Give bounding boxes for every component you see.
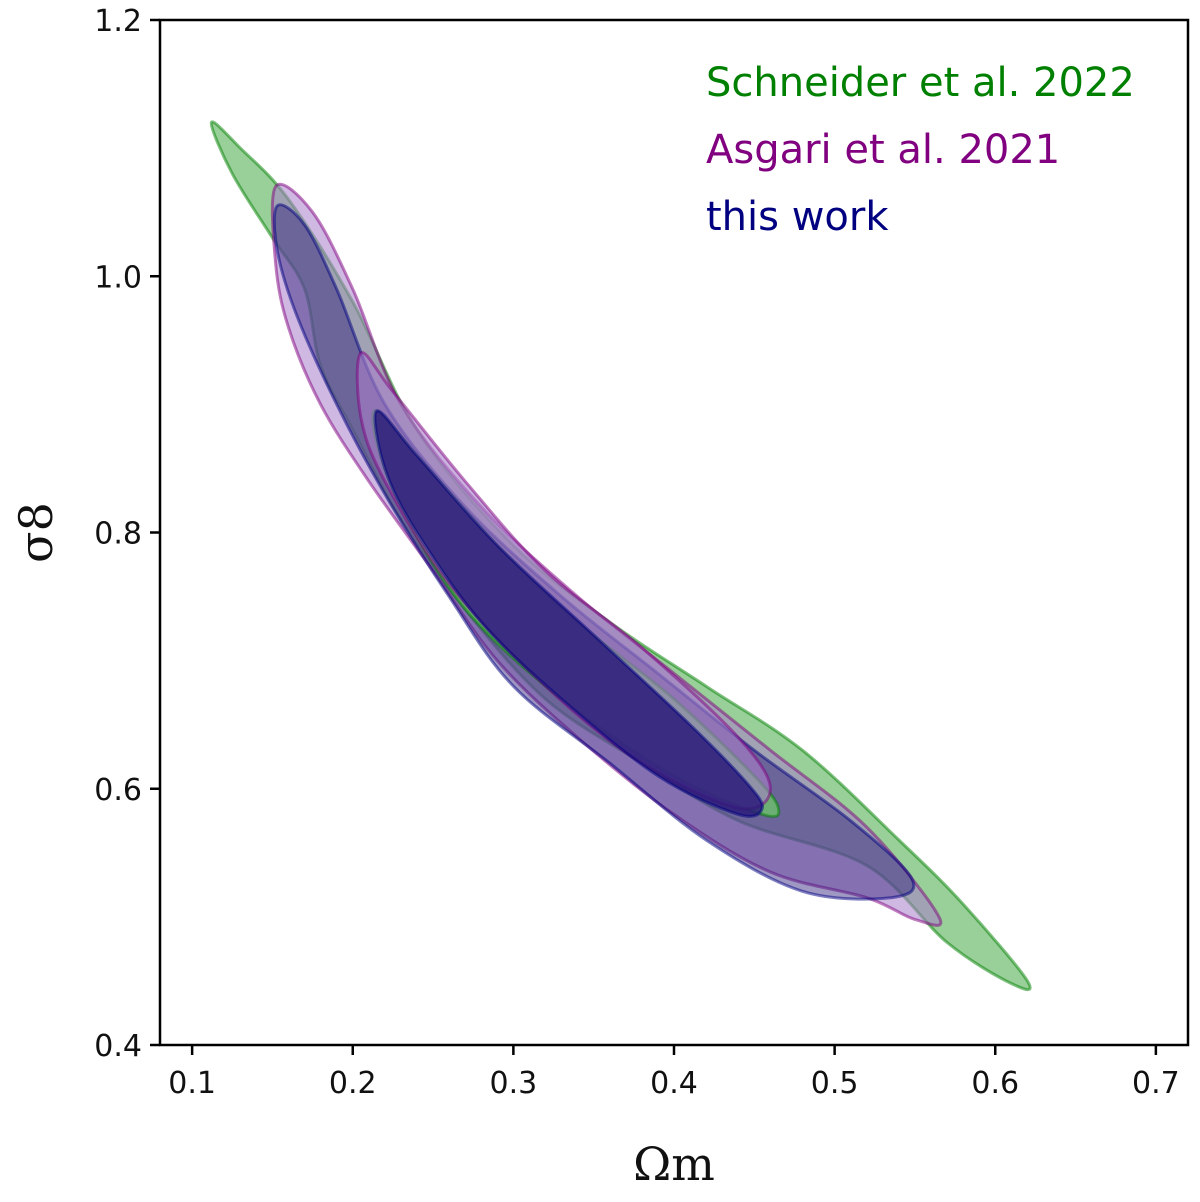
x-tick-label: 0.1 (168, 1066, 216, 1101)
x-axis-label: Ωm (633, 1137, 715, 1191)
legend-entry-schneider: Schneider et al. 2022 (706, 60, 1135, 106)
legend: Schneider et al. 2022 Asgari et al. 2021… (706, 60, 1135, 240)
y-tick-label: 0.8 (94, 517, 142, 552)
y-axis-ticks: 0.4 0.6 0.8 1.0 1.2 (94, 4, 160, 1064)
x-tick-label: 0.4 (650, 1066, 698, 1101)
y-tick-label: 1.0 (94, 260, 142, 295)
x-tick-label: 0.7 (1132, 1066, 1180, 1101)
y-tick-label: 0.4 (94, 1029, 142, 1064)
legend-entry-asgari: Asgari et al. 2021 (706, 127, 1060, 173)
contour-inner-this-work (373, 409, 764, 818)
y-tick-label: 1.2 (94, 4, 142, 39)
x-tick-label: 0.3 (490, 1066, 538, 1101)
y-tick-label: 0.6 (94, 773, 142, 808)
contour-outer-this-work (272, 203, 916, 901)
y-axis-label: σ8 (9, 502, 63, 563)
contour-inner-asgari (355, 351, 772, 811)
plot-frame (158, 18, 1190, 1047)
x-tick-label: 0.5 (811, 1066, 859, 1101)
x-tick-label: 0.6 (971, 1066, 1019, 1101)
x-tick-label: 0.2 (329, 1066, 377, 1101)
contour-layer (209, 120, 1032, 992)
x-axis-ticks: 0.1 0.2 0.3 0.4 0.5 0.6 0.7 (168, 1045, 1180, 1101)
legend-entry-this-work: this work (706, 194, 889, 240)
